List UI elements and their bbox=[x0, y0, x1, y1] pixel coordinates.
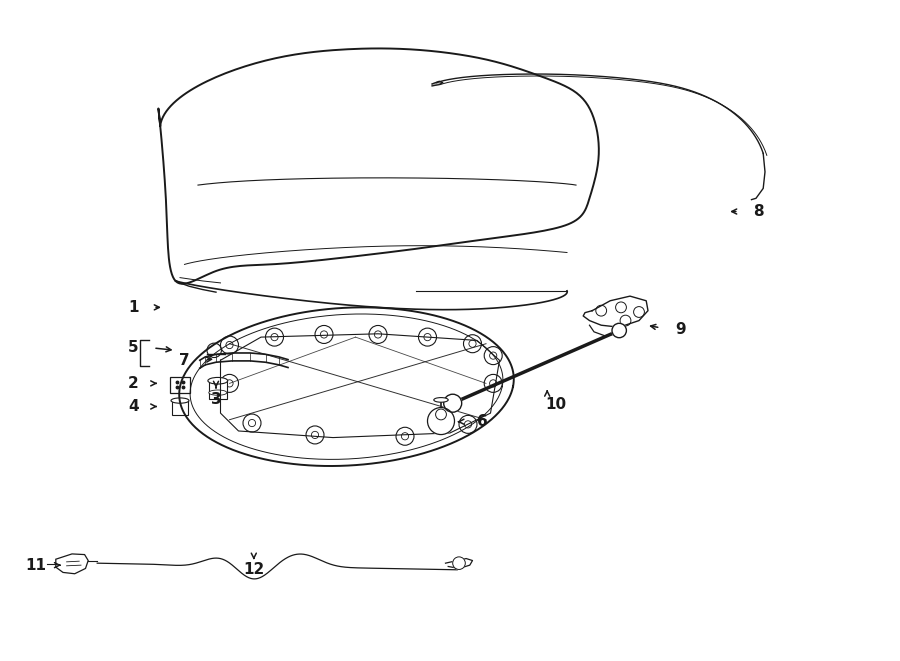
Text: 9: 9 bbox=[675, 322, 686, 336]
Text: 12: 12 bbox=[243, 563, 265, 577]
Circle shape bbox=[436, 409, 446, 420]
Text: 4: 4 bbox=[128, 399, 139, 414]
Text: 10: 10 bbox=[545, 397, 567, 412]
Text: 6: 6 bbox=[477, 414, 488, 429]
Ellipse shape bbox=[171, 398, 189, 403]
Polygon shape bbox=[432, 81, 443, 86]
Text: 11: 11 bbox=[25, 558, 47, 572]
Ellipse shape bbox=[209, 390, 227, 395]
Ellipse shape bbox=[208, 377, 228, 384]
Text: 1: 1 bbox=[128, 300, 139, 315]
Text: 3: 3 bbox=[211, 393, 221, 407]
Bar bbox=[209, 381, 227, 399]
Text: 5: 5 bbox=[128, 340, 139, 354]
Circle shape bbox=[444, 394, 462, 412]
Bar bbox=[172, 401, 188, 415]
Text: 8: 8 bbox=[753, 204, 764, 219]
Polygon shape bbox=[56, 554, 88, 574]
Ellipse shape bbox=[434, 398, 448, 402]
Circle shape bbox=[612, 323, 626, 338]
Text: 7: 7 bbox=[179, 353, 190, 368]
Circle shape bbox=[428, 408, 454, 434]
Text: 2: 2 bbox=[128, 376, 139, 391]
Circle shape bbox=[453, 557, 465, 570]
Bar bbox=[170, 377, 190, 393]
